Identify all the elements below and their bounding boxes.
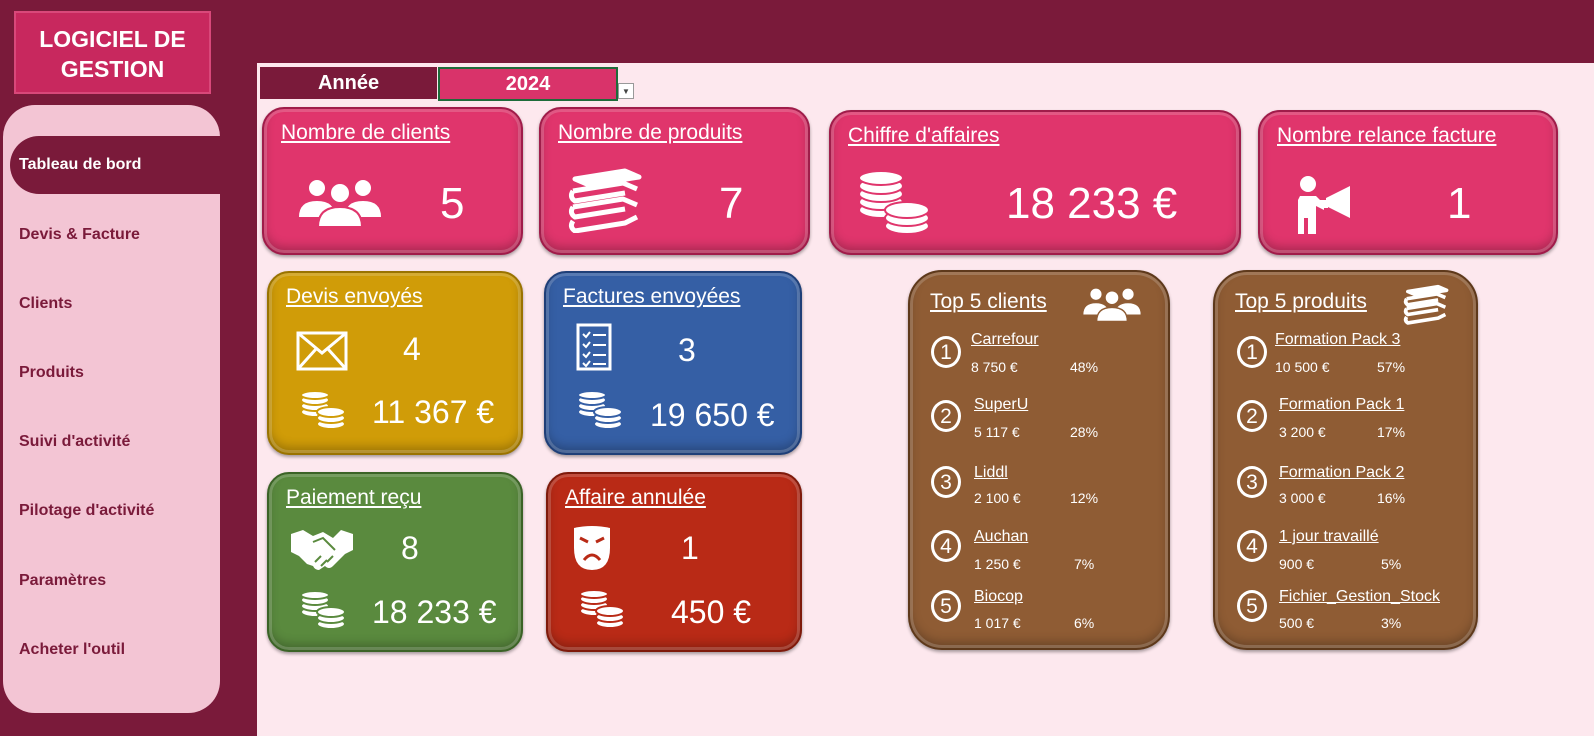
kpi-relance-value: 1 [1447,179,1472,228]
coins-icon [300,590,346,630]
devis-amount: 11 367 € [372,394,495,430]
year-dropdown-button[interactable]: ▼ [618,83,634,99]
rank-2-badge: 2 [1237,400,1267,432]
kpi-card-ca: Chiffre d'affaires 18 233 € [829,110,1241,255]
sidebar [3,105,220,713]
kpi-card-produits: Nombre de produits 7 [539,107,810,255]
top-produits-card: Top 5 produits 1 Formation Pack 3 10 500… [1213,270,1478,650]
top-client-3-pct: 12% [1070,490,1099,506]
sidebar-item-pilotage[interactable]: Pilotage d'activité [19,502,155,519]
factures-count: 3 [678,332,696,368]
top-produit-2-pct: 17% [1377,424,1406,440]
envelope-icon [296,331,348,371]
top-client-2-pct: 28% [1070,424,1099,440]
top-client-5-pct: 6% [1074,615,1095,631]
top-produit-4-pct: 5% [1381,556,1402,572]
top-produit-3-amount: 3 000 € [1279,490,1326,506]
app-logo: LOGICIEL DE GESTION [14,11,211,94]
top-client-4-name[interactable]: Auchan [974,528,1029,545]
kpi-clients-value: 5 [440,179,465,228]
top-produit-2-amount: 3 200 € [1279,424,1326,440]
sidebar-item-suivi[interactable]: Suivi d'activité [19,433,131,450]
users-icon [299,180,381,227]
card-factures: Factures envoyées 3 19 650 € [544,271,802,455]
paiement-amount: 18 233 € [372,594,497,630]
coins-icon [579,589,625,629]
rank-3-badge: 3 [1237,466,1267,498]
rank-4-badge: 4 [931,530,961,562]
top-produit-4-name[interactable]: 1 jour travaillé [1279,528,1379,545]
kpi-clients-title: Nombre de clients [281,121,451,144]
megaphone-icon [1298,176,1350,234]
top-produits-title: Top 5 produits [1235,290,1367,313]
top-produit-1-pct: 57% [1377,359,1406,375]
top-produit-5-pct: 3% [1381,615,1402,631]
kpi-relance-title: Nombre relance facture [1277,124,1497,147]
factures-title: Factures envoyées [563,285,741,308]
sidebar-item-acheter[interactable]: Acheter l'outil [19,641,126,658]
rank-5-badge: 5 [1237,590,1267,622]
top-produit-4-amount: 900 € [1279,556,1315,572]
kpi-produits-value: 7 [719,179,744,228]
top-client-1-amount: 8 750 € [971,359,1018,375]
rank-3-badge: 3 [931,466,961,498]
card-devis: Devis envoyés 4 11 367 € [267,271,523,455]
coins-icon [858,170,930,235]
coins-icon [300,390,346,430]
top-client-4-pct: 7% [1074,556,1095,572]
top-produit-3-pct: 16% [1377,490,1406,506]
top-client-5-name[interactable]: Biocop [974,588,1023,605]
top-produit-3-name[interactable]: Formation Pack 2 [1279,464,1405,481]
top-client-3-amount: 2 100 € [974,490,1021,506]
sidebar-item-tableau-de-bord[interactable]: Tableau de bord [10,136,220,194]
top-produit-5-amount: 500 € [1279,615,1315,631]
rank-2-badge: 2 [931,400,961,432]
top-clients-card: Top 5 clients 1 Carrefour 8 750 € 48% 2 … [908,270,1170,650]
kpi-ca-value: 18 233 € [1006,179,1178,228]
card-paiement: Paiement reçu 8 18 233 € [267,472,523,652]
top-client-2-amount: 5 117 € [974,424,1020,440]
checklist-icon [576,323,612,371]
top-client-3-name[interactable]: Liddl [974,464,1008,481]
kpi-card-clients: Nombre de clients 5 [262,107,523,255]
coins-icon [577,390,623,430]
users-icon [1083,288,1141,322]
top-client-1-name[interactable]: Carrefour [971,331,1039,348]
devis-title: Devis envoyés [286,285,423,308]
sidebar-item-parametres[interactable]: Paramètres [19,572,107,589]
annulee-amount: 450 € [671,594,752,630]
card-annulee: Affaire annulée 1 450 € [546,472,802,652]
paiement-title: Paiement reçu [286,486,422,509]
top-client-2-name[interactable]: SuperU [974,396,1029,413]
top-produit-1-amount: 10 500 € [1275,359,1330,375]
top-clients-title: Top 5 clients [930,290,1047,313]
top-produit-1-name[interactable]: Formation Pack 3 [1275,331,1401,348]
factures-amount: 19 650 € [650,397,775,433]
year-select[interactable]: 2024 [438,67,618,101]
top-client-5-amount: 1 017 € [974,615,1021,631]
handshake-icon [291,530,353,570]
rank-1-badge: 1 [931,336,961,368]
sad-mask-icon [574,526,610,570]
books-icon [1403,284,1449,325]
sidebar-item-clients[interactable]: Clients [19,295,73,312]
devis-count: 4 [403,331,421,367]
sidebar-item-devis-facture[interactable]: Devis & Facture [19,226,140,243]
kpi-card-relance: Nombre relance facture 1 [1258,110,1558,255]
rank-1-badge: 1 [1237,336,1267,368]
rank-4-badge: 4 [1237,530,1267,562]
annulee-count: 1 [681,530,699,566]
kpi-ca-title: Chiffre d'affaires [848,124,1000,147]
books-icon [568,168,642,233]
annulee-title: Affaire annulée [565,486,706,509]
top-produit-5-name[interactable]: Fichier_Gestion_Stock [1279,588,1440,605]
top-client-1-pct: 48% [1070,359,1099,375]
top-client-4-amount: 1 250 € [974,556,1021,572]
top-produit-2-name[interactable]: Formation Pack 1 [1279,396,1405,413]
year-label: Année [260,67,437,99]
sidebar-item-produits[interactable]: Produits [19,364,84,381]
paiement-count: 8 [401,530,419,566]
kpi-produits-title: Nombre de produits [558,121,743,144]
rank-5-badge: 5 [931,590,961,622]
